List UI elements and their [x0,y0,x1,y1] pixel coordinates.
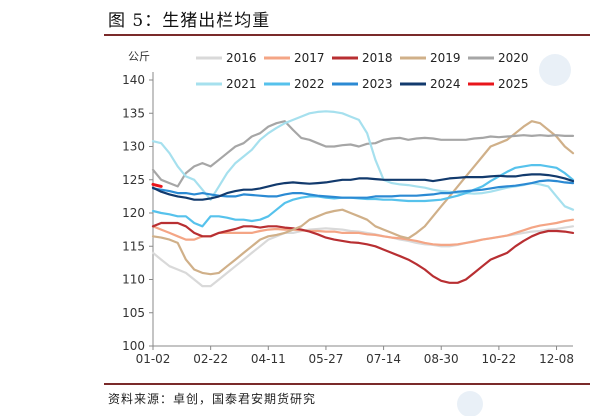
legend-label: 2020 [498,51,529,65]
x-tick-label: 02-22 [193,352,228,366]
legend-label: 2019 [430,51,461,65]
y-tick-label: 115 [122,239,145,253]
series-line-2024 [151,173,575,201]
source-note: 资料来源：卓创，国泰君安期货研究 [108,392,317,406]
legend-item-2017: 2017 [264,51,325,65]
legend-item-2022: 2022 [264,77,325,91]
x-tick-label: 01-02 [136,352,171,366]
x-tick-label: 05-27 [309,352,344,366]
series-line-2019 [151,120,575,276]
legend-label: 2024 [430,77,461,91]
watermark-logo [457,54,571,416]
legend-label: 2018 [362,51,393,65]
x-tick-label: 07-14 [366,352,401,366]
x-tick-label: 12-08 [539,352,574,366]
source-divider [104,383,590,385]
legend-item-2025: 2025 [468,77,529,91]
legend-label: 2016 [226,51,257,65]
figure-title: 图 5：生猪出栏均重 [108,11,271,31]
x-tick-label: 10-22 [481,352,516,366]
legend-label: 2025 [498,77,529,91]
legend-item-2020: 2020 [468,51,529,65]
y-tick-label: 140 [122,73,145,87]
y-tick-label: 135 [122,106,145,120]
series-line-2023 [151,179,575,199]
legend-item-2016: 2016 [196,51,257,65]
series-line-2018 [151,221,575,284]
legend-label: 2023 [362,77,393,91]
legend-label: 2021 [226,77,257,91]
x-tick-label: 08-30 [424,352,459,366]
y-tick-label: 100 [122,339,145,353]
legend-label: 2022 [294,77,325,91]
series-line-2025 [151,182,163,188]
y-tick-label: 125 [122,173,145,187]
legend-item-2018: 2018 [332,51,393,65]
legend-item-2019: 2019 [400,51,461,65]
legend-item-2023: 2023 [332,77,393,91]
series-line-2020 [151,120,575,188]
y-unit-label: 公斤 [128,50,150,63]
title-underline [104,34,590,36]
series-line-2021 [151,110,575,211]
legend-label: 2017 [294,51,325,65]
y-tick-label: 110 [122,273,145,287]
x-tick-label: 04-11 [251,352,286,366]
chart-axes: 公斤 100 105 110 115 120 125 130 135 140 01-02 02-22 0… [122,50,574,366]
chart-series-lines [151,110,575,288]
y-tick-label: 130 [122,140,145,154]
legend-item-2021: 2021 [196,77,257,91]
y-tick-label: 120 [122,206,145,220]
chart-legend: 2016 2017 2018 2019 2020 2021 2022 2023 2024 2025 [196,51,529,91]
y-tick-label: 105 [122,306,145,320]
legend-item-2024: 2024 [400,77,461,91]
